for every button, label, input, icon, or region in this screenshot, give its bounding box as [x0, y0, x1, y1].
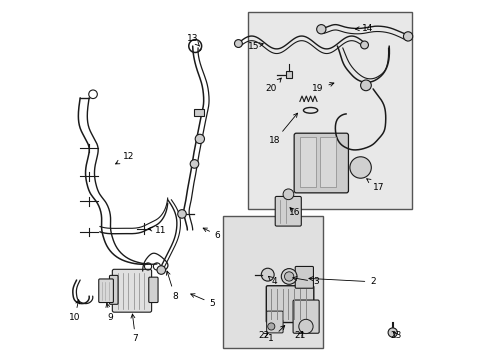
Text: 9: 9	[106, 303, 113, 322]
Text: 1: 1	[268, 325, 284, 343]
FancyBboxPatch shape	[99, 279, 113, 302]
Circle shape	[360, 41, 367, 49]
FancyBboxPatch shape	[266, 286, 313, 323]
Circle shape	[403, 32, 412, 41]
FancyBboxPatch shape	[112, 269, 151, 312]
Bar	[285, 71, 291, 78]
Circle shape	[195, 134, 204, 144]
Text: 13: 13	[186, 35, 199, 46]
Text: 22: 22	[258, 331, 269, 340]
Circle shape	[360, 80, 370, 91]
Text: 16: 16	[288, 208, 300, 217]
Text: 4: 4	[268, 276, 277, 286]
Circle shape	[234, 40, 242, 48]
Text: 3: 3	[292, 276, 318, 286]
Text: 11: 11	[148, 225, 166, 234]
Text: 18: 18	[268, 113, 297, 145]
FancyBboxPatch shape	[295, 266, 313, 288]
Bar	[299, 137, 315, 187]
Circle shape	[177, 210, 186, 218]
Circle shape	[267, 323, 274, 330]
Text: 23: 23	[390, 331, 401, 340]
Circle shape	[157, 266, 165, 274]
Text: 20: 20	[265, 78, 281, 93]
Circle shape	[387, 328, 397, 337]
Circle shape	[316, 24, 325, 34]
Text: 19: 19	[311, 82, 333, 93]
Circle shape	[284, 272, 293, 281]
Text: 21: 21	[294, 331, 305, 340]
Text: 5: 5	[190, 294, 215, 308]
FancyBboxPatch shape	[275, 197, 301, 226]
Circle shape	[283, 189, 293, 200]
FancyBboxPatch shape	[292, 300, 319, 333]
Circle shape	[298, 319, 312, 334]
FancyBboxPatch shape	[294, 133, 348, 193]
FancyBboxPatch shape	[266, 311, 283, 333]
Bar	[319, 137, 335, 187]
Circle shape	[190, 159, 198, 168]
Text: 7: 7	[131, 314, 138, 343]
Circle shape	[281, 269, 296, 284]
Text: 8: 8	[166, 271, 177, 301]
Text: 17: 17	[366, 179, 384, 192]
Bar	[247, 12, 411, 208]
Bar	[194, 109, 204, 116]
FancyBboxPatch shape	[109, 275, 118, 304]
Text: 15: 15	[247, 41, 263, 50]
Text: 12: 12	[115, 152, 134, 164]
Text: 6: 6	[203, 228, 220, 240]
Text: 14: 14	[355, 24, 373, 33]
Text: 10: 10	[69, 300, 81, 322]
Circle shape	[349, 157, 370, 178]
Text: 2: 2	[308, 277, 375, 286]
Bar	[223, 216, 323, 348]
FancyBboxPatch shape	[148, 277, 158, 302]
Circle shape	[261, 268, 274, 281]
